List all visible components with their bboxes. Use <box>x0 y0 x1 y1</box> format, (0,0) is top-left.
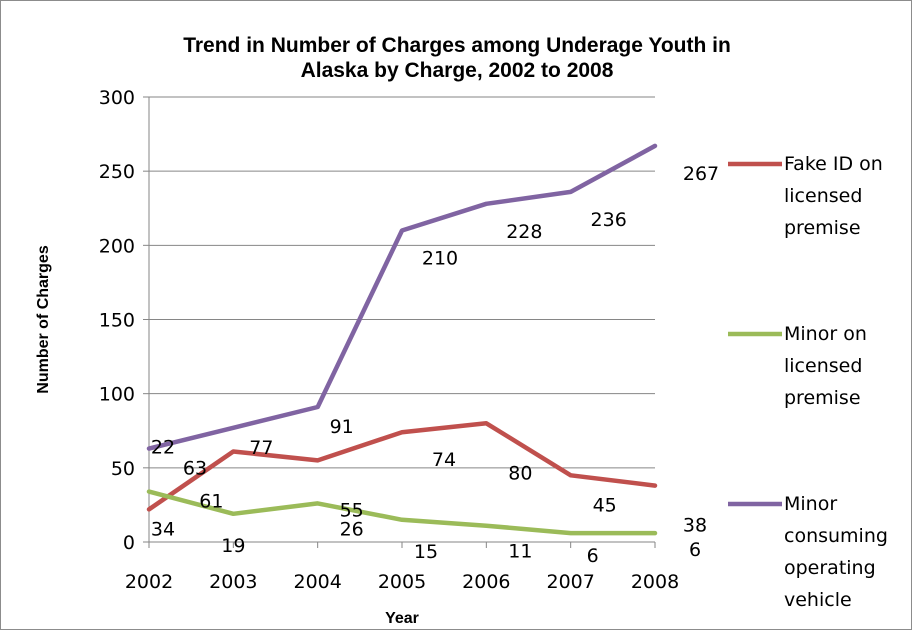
legend-label: premise <box>784 217 861 239</box>
x-tick-label: 2004 <box>293 571 341 593</box>
y-tick-label: 0 <box>123 532 135 554</box>
x-tick-label: 2008 <box>631 571 679 593</box>
data-label: 26 <box>340 518 364 540</box>
legend-label: Fake ID on <box>784 153 883 175</box>
legend: Fake ID on licensed premise Minor on license… <box>728 153 888 611</box>
data-label: 22 <box>151 436 175 458</box>
axes: 0 50 100 150 200 250 300 2002 2003 2004 2005 2006 20… <box>35 87 679 627</box>
legend-label: licensed <box>784 185 862 207</box>
legend-label: Minor <box>784 493 837 515</box>
data-label: 91 <box>330 416 354 438</box>
y-tick-label: 200 <box>99 235 135 257</box>
data-label: 77 <box>249 437 273 459</box>
data-label: 11 <box>508 541 532 563</box>
x-tick-label: 2002 <box>125 571 173 593</box>
y-tick-label: 100 <box>99 384 135 406</box>
data-label: 63 <box>183 458 207 480</box>
gridlines <box>149 96 655 469</box>
chart-title: Trend in Number of Charges among Underag… <box>183 34 731 82</box>
x-tick-label: 2007 <box>546 571 594 593</box>
data-label: 236 <box>591 209 627 231</box>
data-label: 19 <box>221 535 245 557</box>
data-label: 210 <box>422 248 458 270</box>
y-tick-label: 250 <box>99 161 135 183</box>
data-label: 6 <box>689 539 701 561</box>
data-labels: 22 61 55 74 80 45 38 34 19 26 15 11 6 6 63 77 91 210 228 23… <box>151 163 719 567</box>
x-tick-label: 2003 <box>209 571 257 593</box>
legend-label: licensed <box>784 355 862 377</box>
series-line-1 <box>146 421 658 512</box>
x-axis-title: Year <box>385 610 419 627</box>
legend-label: Minor on <box>784 323 867 345</box>
data-label: 34 <box>151 519 175 541</box>
x-tick-label: 2005 <box>378 571 426 593</box>
chart-title-line: Alaska by Charge, 2002 to 2008 <box>301 59 614 82</box>
chart-title-line: Trend in Number of Charges among Underag… <box>183 34 731 57</box>
data-label: 15 <box>414 541 438 563</box>
legend-label: premise <box>784 387 861 409</box>
data-label: 55 <box>340 499 364 521</box>
y-tick-label: 300 <box>99 87 135 109</box>
x-tick-label: 2006 <box>462 571 510 593</box>
series-line-3 <box>146 143 658 451</box>
series-lines <box>146 143 658 536</box>
data-label: 45 <box>593 494 617 516</box>
data-label: 228 <box>506 221 542 243</box>
legend-label: consuming <box>784 525 888 547</box>
y-axis-title: Number of Charges <box>35 245 52 394</box>
legend-label: operating <box>784 557 876 579</box>
data-label: 61 <box>199 491 223 513</box>
data-label: 267 <box>683 163 719 185</box>
series-line-2 <box>146 489 658 536</box>
legend-label: vehicle <box>784 589 852 611</box>
y-tick-label: 150 <box>99 310 135 332</box>
data-label: 74 <box>432 449 456 471</box>
data-label: 80 <box>508 462 532 484</box>
data-label: 6 <box>587 545 599 567</box>
y-tick-label: 50 <box>111 458 135 480</box>
data-label: 38 <box>683 515 707 537</box>
